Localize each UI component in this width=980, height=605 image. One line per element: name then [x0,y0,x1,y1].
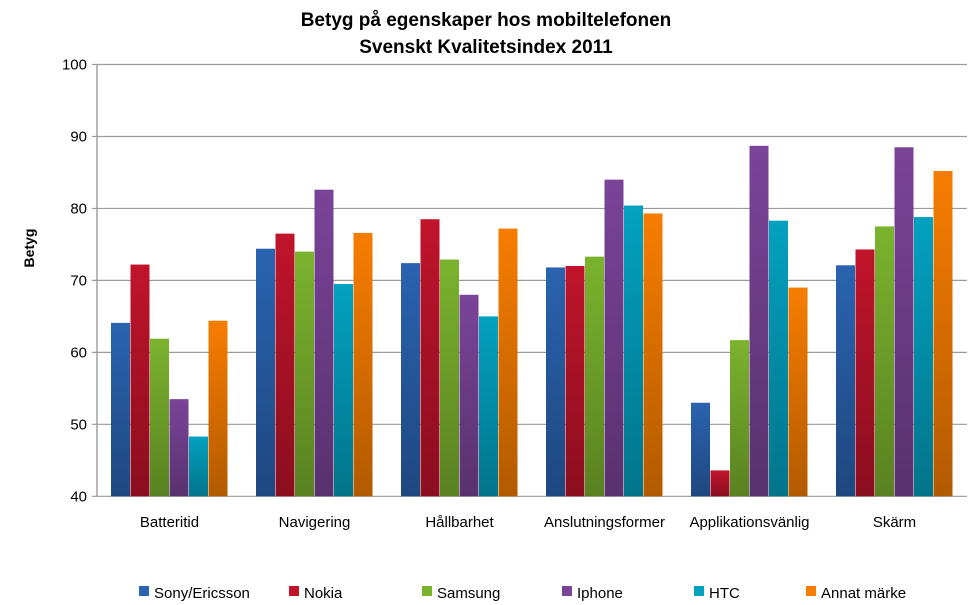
bar-nokia-3 [565,266,585,497]
legend-label: Samsung [437,585,500,602]
bar-htc-5 [914,217,933,497]
bar-iphone-0 [169,399,189,497]
bar-samsung-2 [440,259,459,497]
y-axis-label: Betyg [21,229,37,268]
x-tick-label: Navigering [279,514,351,531]
x-tick-label: Hållbarhet [425,514,494,531]
bar-samsung-0 [150,338,169,497]
bar-samsung-3 [585,256,604,497]
bar-nokia-5 [855,249,875,497]
legend-swatch [694,586,704,596]
x-tick-label: Batteritid [140,514,199,531]
y-tick-label: 40 [70,488,87,505]
bar-nokia-1 [275,233,295,497]
bar-nokia-0 [130,264,150,497]
legend-label: Sony/Ericsson [154,585,250,602]
bar-samsung-4 [730,340,749,497]
bar-samsung-1 [295,251,314,497]
bar-sony-ericsson-0 [111,322,130,497]
legend-swatch [422,586,432,596]
bar-htc-0 [189,436,208,497]
legend-label: HTC [709,585,740,602]
bar-samsung-5 [875,226,894,497]
legend-swatch [806,586,816,596]
bar-annat-m-rke-3 [643,213,663,497]
bar-annat-m-rke-2 [498,228,518,497]
y-tick-label: 50 [70,416,87,433]
bar-iphone-4 [749,145,769,497]
bar-annat-m-rke-4 [788,287,808,497]
bar-annat-m-rke-5 [933,171,953,497]
chart-subtitle: Svenskt Kvalitetsindex 2011 [359,37,613,58]
bar-annat-m-rke-1 [353,232,373,497]
bar-htc-1 [334,283,353,497]
bar-annat-m-rke-0 [208,320,228,497]
chart-title: Betyg på egenskaper hos mobiltelefonen [301,10,672,31]
x-tick-label: Applikationsvänlig [689,514,809,531]
y-tick-label: 100 [62,57,87,74]
bar-htc-2 [479,316,498,497]
legend-swatch [289,586,299,596]
bar-sony-ericsson-5 [836,265,855,497]
legend-label: Nokia [304,585,343,602]
bar-iphone-1 [314,189,334,497]
bar-iphone-5 [894,147,914,497]
legend-swatch [562,586,572,596]
y-tick-label: 80 [70,200,87,217]
bar-sony-ericsson-1 [256,248,275,497]
legend-label: Iphone [577,585,623,602]
y-tick-label: 90 [70,128,87,145]
legend-label: Annat märke [821,585,906,602]
bar-sony-ericsson-2 [401,263,420,497]
bar-iphone-2 [459,294,479,497]
bar-sony-ericsson-4 [691,402,710,497]
bar-nokia-2 [420,219,440,497]
bar-iphone-3 [604,179,624,497]
bar-htc-4 [769,220,788,497]
legend-swatch [139,586,149,596]
x-tick-label: Anslutningsformer [544,514,665,531]
bar-sony-ericsson-3 [546,267,565,497]
y-tick-label: 70 [70,272,87,289]
y-tick-label: 60 [70,344,87,361]
x-tick-label: Skärm [873,514,916,531]
bar-htc-3 [624,205,643,497]
bar-nokia-4 [710,470,730,497]
